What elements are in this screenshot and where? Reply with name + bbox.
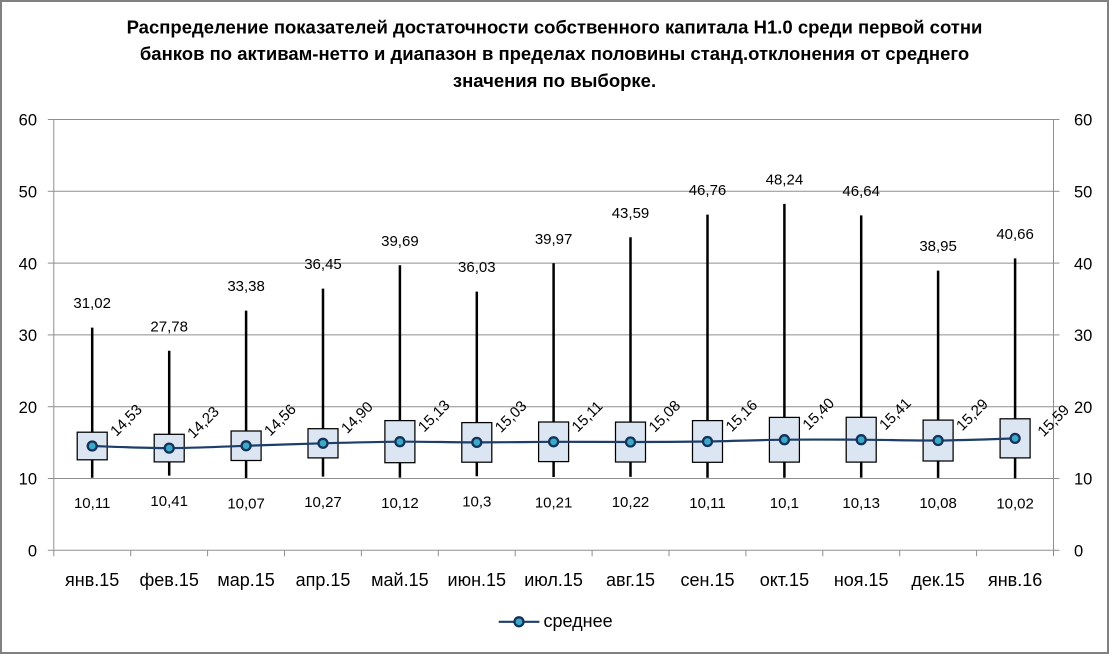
svg-text:46,64: 46,64 — [842, 183, 880, 200]
svg-text:30: 30 — [1074, 327, 1092, 345]
svg-text:10,3: 10,3 — [462, 494, 491, 511]
svg-text:39,69: 39,69 — [381, 233, 419, 250]
svg-text:20: 20 — [19, 399, 37, 417]
svg-text:60: 60 — [19, 112, 37, 130]
svg-text:10,02: 10,02 — [996, 496, 1034, 513]
svg-text:40: 40 — [1074, 255, 1092, 273]
svg-text:Распределение показателей дост: Распределение показателей достаточности … — [127, 17, 983, 38]
svg-text:10,22: 10,22 — [612, 494, 650, 511]
svg-text:окт.15: окт.15 — [760, 570, 809, 590]
svg-text:янв.16: янв.16 — [988, 570, 1042, 590]
svg-text:мар.15: мар.15 — [217, 570, 274, 590]
svg-text:50: 50 — [1074, 184, 1092, 202]
svg-text:среднее: среднее — [544, 611, 613, 631]
svg-text:дек.15: дек.15 — [911, 570, 964, 590]
svg-text:30: 30 — [19, 327, 37, 345]
svg-text:10,21: 10,21 — [535, 494, 573, 511]
svg-text:39,97: 39,97 — [535, 231, 573, 248]
svg-text:10,27: 10,27 — [304, 494, 342, 511]
svg-text:20: 20 — [1074, 399, 1092, 417]
svg-text:фев.15: фев.15 — [139, 570, 198, 590]
svg-text:10: 10 — [19, 471, 37, 489]
svg-text:ноя.15: ноя.15 — [834, 570, 889, 590]
svg-text:10,07: 10,07 — [227, 495, 265, 512]
svg-text:июн.15: июн.15 — [448, 570, 507, 590]
svg-text:10,1: 10,1 — [770, 495, 799, 512]
svg-text:авг.15: авг.15 — [606, 570, 655, 590]
svg-text:40,66: 40,66 — [996, 226, 1034, 243]
svg-text:10,13: 10,13 — [842, 495, 880, 512]
svg-text:10,08: 10,08 — [919, 495, 957, 512]
svg-text:0: 0 — [28, 543, 37, 561]
svg-text:10,41: 10,41 — [150, 493, 188, 510]
svg-text:60: 60 — [1074, 112, 1092, 130]
svg-text:38,95: 38,95 — [919, 238, 957, 255]
svg-text:10: 10 — [1074, 471, 1092, 489]
svg-text:сен.15: сен.15 — [681, 570, 735, 590]
svg-text:10,12: 10,12 — [381, 495, 419, 512]
svg-text:31,02: 31,02 — [73, 295, 111, 312]
svg-text:40: 40 — [19, 255, 37, 273]
svg-text:банков по активам-нетто и диап: банков по активам-нетто и диапазон в пре… — [140, 43, 969, 64]
svg-text:апр.15: апр.15 — [296, 570, 351, 590]
svg-text:48,24: 48,24 — [766, 172, 804, 189]
svg-text:46,76: 46,76 — [689, 182, 727, 199]
svg-text:27,78: 27,78 — [150, 318, 188, 335]
svg-text:значения по выборке.: значения по выборке. — [453, 70, 656, 91]
svg-text:43,59: 43,59 — [612, 205, 650, 222]
svg-text:май.15: май.15 — [371, 570, 428, 590]
svg-text:июл.15: июл.15 — [524, 570, 583, 590]
svg-text:0: 0 — [1074, 543, 1083, 561]
svg-text:10,11: 10,11 — [74, 495, 110, 512]
svg-text:50: 50 — [19, 184, 37, 202]
svg-text:янв.15: янв.15 — [65, 570, 119, 590]
svg-text:36,03: 36,03 — [458, 259, 496, 276]
svg-text:33,38: 33,38 — [227, 278, 265, 295]
svg-text:36,45: 36,45 — [304, 256, 342, 273]
svg-text:10,11: 10,11 — [689, 495, 725, 512]
